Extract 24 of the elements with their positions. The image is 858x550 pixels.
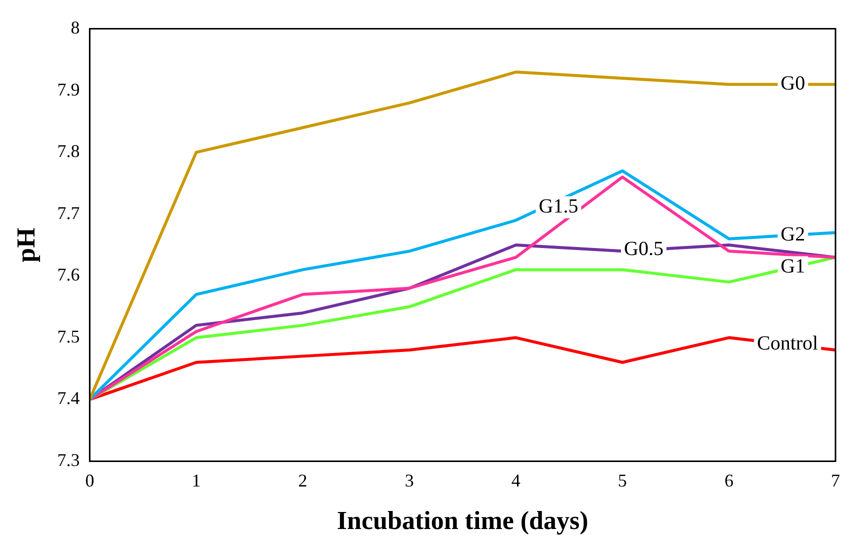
y-tick-label: 8 <box>70 18 80 38</box>
x-tick-label: 0 <box>85 470 94 491</box>
y-axis-title: pH <box>11 228 40 262</box>
y-tick-label: 7.9 <box>57 79 80 100</box>
series-label: G2 <box>780 223 806 246</box>
y-tick-label: 7.6 <box>57 264 80 285</box>
series-label: G1 <box>780 255 806 278</box>
x-tick-label: 6 <box>724 470 734 491</box>
x-tick-label: 1 <box>192 470 201 491</box>
y-tick-label: 7.3 <box>57 450 80 470</box>
x-tick-label: 3 <box>404 470 414 491</box>
series-label: Control <box>756 332 819 355</box>
series-label: G0 <box>780 72 806 95</box>
x-tick-label: 2 <box>298 470 308 491</box>
y-tick-label: 7.4 <box>57 388 80 408</box>
x-tick-label: 5 <box>618 470 627 491</box>
y-tick-label: 7.7 <box>57 202 80 223</box>
series-label: G0.5 <box>624 238 664 260</box>
x-tick-label: 7 <box>831 470 840 491</box>
x-tick-label: 4 <box>511 470 520 491</box>
x-axis-title: Incubation time (days) <box>336 506 588 536</box>
series-label: G1.5 <box>538 195 578 218</box>
y-tick-label: 7.8 <box>57 141 80 162</box>
y-tick-label: 7.5 <box>57 326 80 346</box>
